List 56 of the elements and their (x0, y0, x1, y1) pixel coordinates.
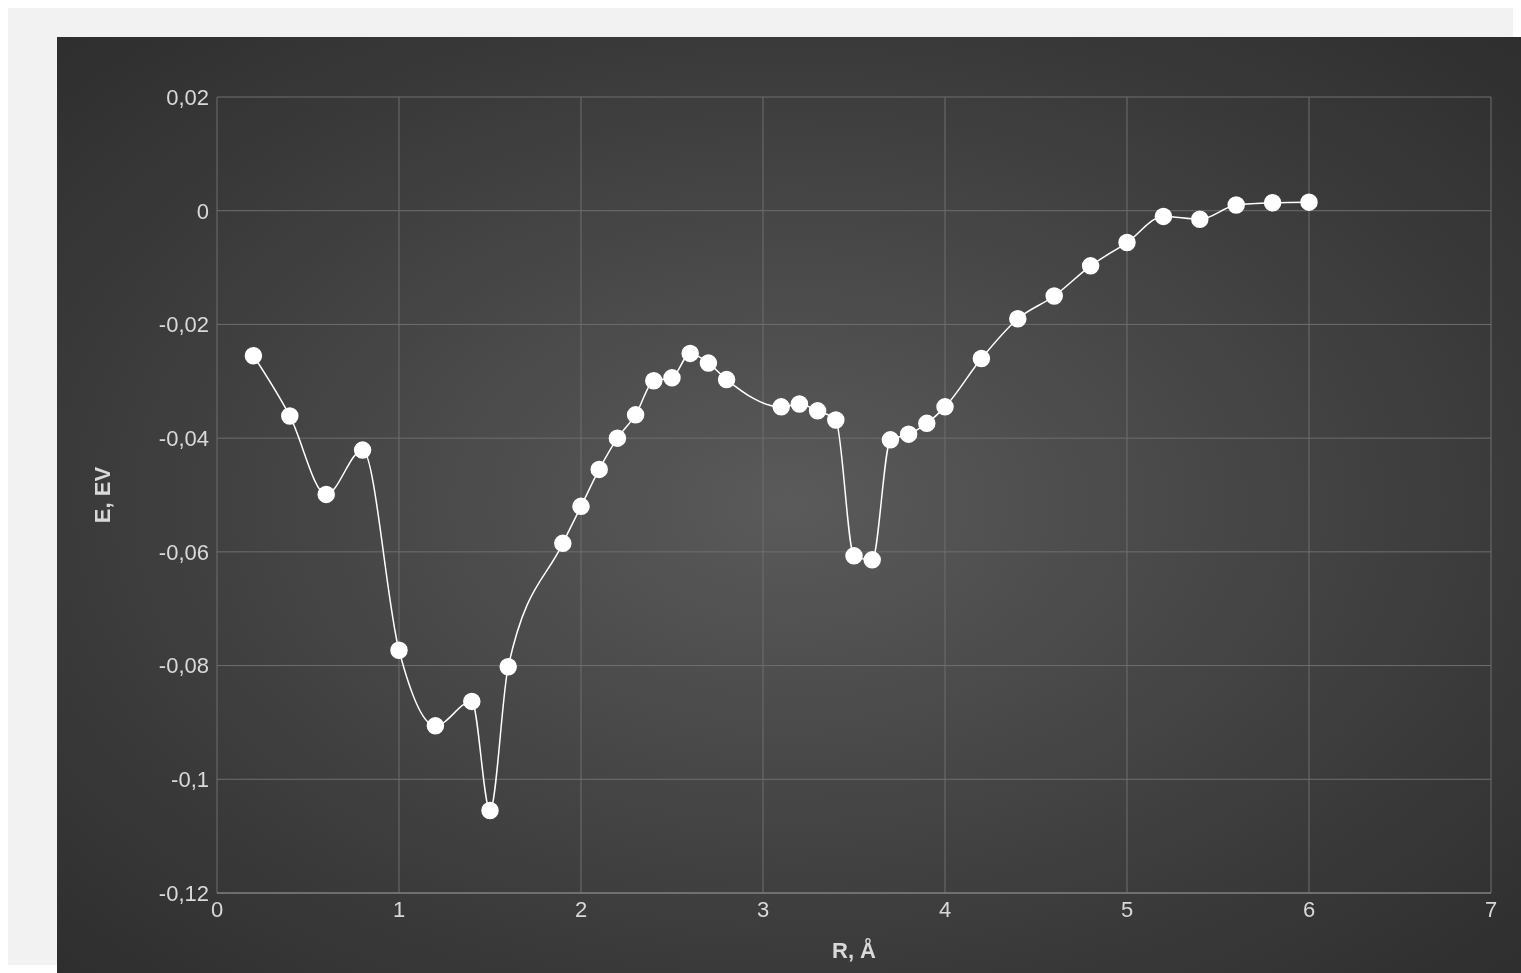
point (590, 460, 608, 479)
point (790, 395, 809, 413)
point (717, 370, 736, 389)
y-tick-label: -0,06 (158, 539, 209, 565)
point (827, 411, 845, 429)
point (1009, 309, 1027, 328)
x-tick-label: 4 (938, 896, 952, 922)
point (281, 407, 299, 425)
y-tick-label: 0,02 (166, 84, 209, 110)
x-axis-title: R, Å (832, 937, 877, 963)
point (463, 692, 481, 711)
point (972, 349, 991, 368)
y-tick-label: -0,02 (158, 312, 209, 338)
y-tick-label: -0,12 (158, 880, 209, 906)
point (645, 371, 663, 390)
point (572, 497, 590, 516)
point (881, 431, 900, 449)
point (317, 485, 335, 504)
y-tick-label: -0,08 (158, 653, 209, 679)
point (244, 346, 263, 365)
point (936, 398, 954, 416)
y-axis-title: E, EV (89, 466, 115, 524)
point (772, 398, 790, 416)
point (1045, 287, 1063, 305)
point (608, 429, 627, 447)
point (390, 641, 408, 659)
point (663, 369, 681, 387)
point (845, 547, 863, 565)
point (1300, 193, 1318, 211)
y-tick-label: -0,04 (158, 425, 209, 451)
point (1227, 196, 1245, 214)
x-tick-label: 1 (392, 896, 406, 922)
point (1081, 257, 1100, 275)
point (899, 425, 918, 443)
point (699, 354, 718, 372)
x-tick-label: 7 (1484, 896, 1498, 922)
point (554, 534, 572, 553)
point (681, 344, 699, 363)
x-tick-label: 6 (1302, 896, 1316, 922)
point (626, 406, 645, 424)
point (1154, 207, 1173, 226)
point (918, 414, 936, 433)
point (481, 801, 499, 820)
x-tick-label: 2 (574, 896, 588, 922)
point (353, 441, 372, 459)
y-tick-label: -0,1 (171, 767, 209, 793)
point (863, 551, 881, 569)
x-tick-label: 3 (756, 896, 770, 922)
point (808, 402, 827, 420)
point (499, 657, 517, 676)
y-tick-label: 0 (196, 198, 209, 224)
point (1191, 210, 1209, 228)
x-tick-label: 5 (1120, 896, 1134, 922)
point (426, 717, 445, 735)
point (1118, 233, 1136, 252)
point (1263, 194, 1282, 212)
